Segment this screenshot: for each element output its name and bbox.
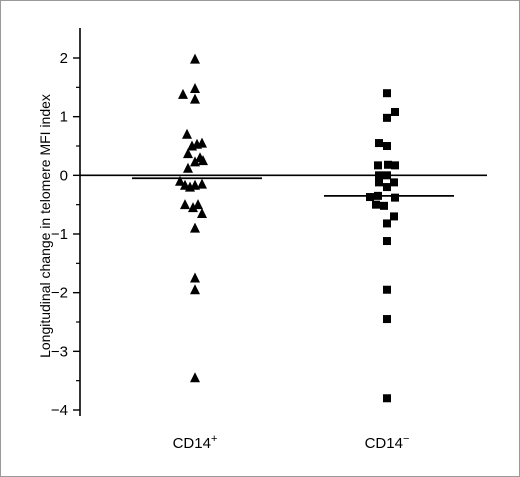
y-tick-label: −2 (51, 285, 68, 302)
y-tick-label: −1 (51, 226, 68, 243)
cd14-negative-point (383, 285, 391, 294)
cd14-negative-point (366, 193, 374, 202)
category-labels: CD14+ CD14− (173, 433, 410, 452)
cd14-positive-point (183, 162, 193, 173)
cd14-negative-point (374, 161, 382, 170)
cd14-negative-point (380, 201, 388, 210)
cd14-positive-point (182, 128, 192, 139)
cd14-positive-point (190, 83, 200, 94)
cd14-negative-point (383, 183, 391, 192)
cd14-negative-point (391, 161, 399, 170)
cd14-negative-point (391, 193, 399, 202)
y-tick-label: 1 (60, 109, 68, 126)
cd14-negative-point (383, 394, 391, 403)
cd14-negative-point (375, 171, 383, 180)
cd14-positive-point (193, 199, 203, 210)
cd14-positive-point (180, 199, 190, 210)
cd14-positive-point (183, 148, 193, 159)
cd14-positive-point (190, 222, 200, 233)
y-tick-label: −4 (51, 402, 68, 419)
cd14-negative-point (390, 178, 398, 187)
cd14-positive-point (185, 181, 195, 192)
cd14-positive-point (190, 272, 200, 283)
cd14-positive-point (197, 207, 207, 218)
cd14-negative-point (383, 237, 391, 246)
cd14-positive-point (197, 178, 207, 189)
cd14-negative-point (383, 113, 391, 122)
y-tick-label: 0 (60, 167, 68, 184)
cd14-negative-point (375, 178, 383, 187)
cd14-negative-point (372, 200, 380, 209)
cd14-positive-point (192, 138, 202, 149)
cd14-negative-point (383, 171, 391, 180)
cd14-negative-point (383, 89, 391, 98)
y-axis-title: Longitudinal change in telomere MFI inde… (37, 94, 53, 358)
y-tick-label: 2 (60, 50, 68, 67)
cd14-negative-point (391, 107, 399, 116)
cd14-positive-point (190, 93, 200, 104)
category-label-cd14-negative: CD14− (365, 433, 410, 452)
cd14-positive-point (188, 202, 198, 213)
cd14-positive-point (190, 372, 200, 383)
cd14-negative-point (384, 160, 392, 169)
cd14-positive-point (190, 156, 200, 167)
y-tick-label: −3 (51, 343, 68, 360)
cd14-positive-point (198, 155, 208, 166)
cd14-negative-point (383, 142, 391, 150)
mean-lines (132, 177, 454, 197)
y-axis: 2 1 0 −1 −2 −3 −4 (51, 28, 81, 419)
category-label-cd14-positive: CD14+ (173, 433, 218, 452)
cd14-positive-point (175, 175, 185, 186)
cd14-negative-point (390, 212, 398, 221)
cd14-negative-point (383, 315, 391, 324)
cd14-positive-point (190, 53, 200, 64)
cd14-positive-point (190, 284, 200, 295)
cd14-negative-point (383, 219, 391, 228)
data-points (175, 53, 399, 403)
cd14-negative-point (375, 139, 383, 148)
cd14-positive-point (178, 88, 188, 99)
